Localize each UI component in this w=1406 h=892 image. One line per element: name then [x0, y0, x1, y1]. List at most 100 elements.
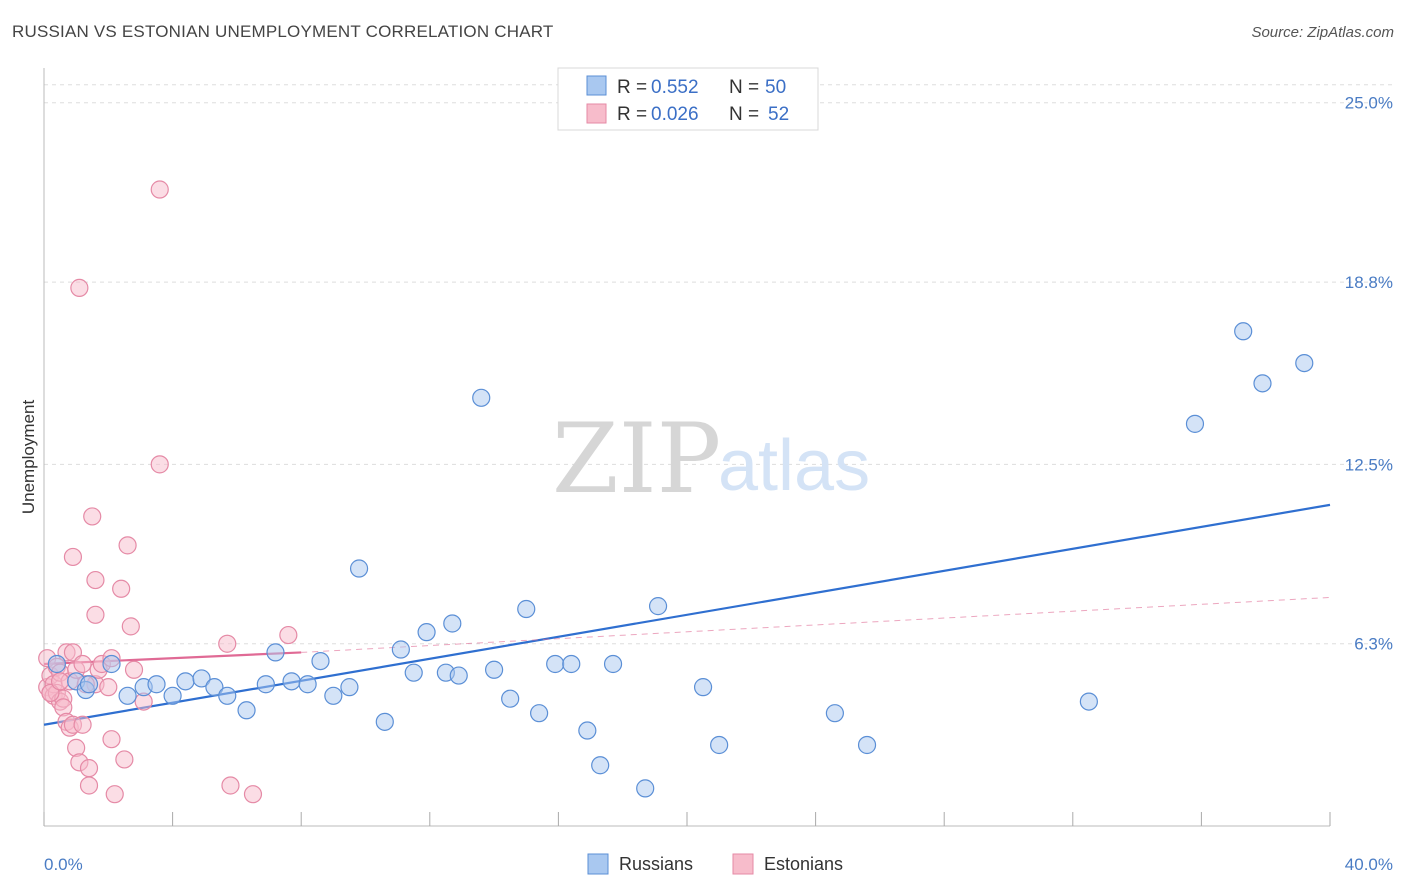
estonian-point-23 [73, 654, 92, 674]
russian-point-21 [349, 559, 369, 578]
data-points [38, 180, 1314, 804]
russians-trend-line [43, 503, 1331, 726]
estonian-point-36 [105, 785, 124, 804]
russian-point-5 [118, 686, 137, 705]
russian-point-13 [237, 701, 256, 720]
watermark: ZIP atlas [552, 403, 870, 515]
y-tick-label-2: 18.8% [1345, 273, 1393, 292]
bottom-legend-swatch-estonians [732, 853, 754, 875]
estonian-point-43 [150, 455, 169, 474]
russian-point-17 [298, 675, 317, 694]
x-tick-labels: 0.0% 40.0% [44, 855, 1393, 874]
russian-point-20 [340, 678, 359, 697]
y-tick-labels: 6.3% 12.5% 18.8% 25.0% [1345, 94, 1393, 654]
estonian-point-29 [86, 605, 105, 624]
bottom-legend-label-russians: Russians [619, 854, 693, 874]
russian-point-9 [176, 672, 195, 691]
russian-point-42 [693, 678, 713, 697]
russian-point-11 [205, 678, 224, 697]
russian-point-0 [47, 654, 66, 674]
legend-n-value-russians: 50 [765, 77, 786, 98]
legend-r-label-estonians: R = [617, 104, 647, 125]
estonian-point-22 [70, 278, 89, 297]
russian-point-30 [485, 660, 504, 679]
estonian-point-44 [150, 180, 169, 199]
russian-point-44 [857, 735, 877, 755]
chart-title: RUSSIAN VS ESTONIAN UNEMPLOYMENT CORRELA… [12, 22, 554, 41]
russian-point-38 [603, 654, 623, 674]
russian-point-33 [530, 704, 549, 723]
legend-n-label-russians: N = [729, 77, 759, 98]
legend-r-value-russians: 0.552 [651, 77, 699, 98]
russian-point-37 [591, 756, 610, 775]
legend-swatch-estonians [586, 103, 607, 124]
russian-point-23 [391, 640, 410, 659]
legend: R = 0.552 N = 50 R = 0.026 N = 52 [557, 67, 819, 131]
russian-point-27 [443, 614, 462, 633]
axes [43, 68, 1331, 827]
legend-r-label-russians: R = [617, 77, 647, 98]
estonian-point-33 [99, 678, 118, 697]
trend-lines [43, 503, 1331, 726]
russian-point-10 [192, 669, 211, 688]
russian-point-48 [1253, 374, 1272, 393]
russian-point-16 [282, 672, 301, 691]
bottom-legend-label-estonians: Estonians [764, 854, 843, 874]
estonian-point-26 [79, 776, 99, 795]
russian-point-39 [636, 779, 655, 798]
russian-point-41 [710, 735, 729, 755]
estonian-point-48 [279, 625, 298, 645]
x-tick-label-1: 40.0% [1345, 855, 1393, 874]
legend-swatch-russians [586, 75, 607, 96]
estonian-point-18 [63, 547, 83, 567]
legend-n-label-estonians: N = [729, 104, 759, 125]
estonian-point-41 [124, 660, 144, 679]
estonian-point-27 [83, 507, 102, 526]
russian-point-28 [449, 666, 468, 685]
russian-point-8 [163, 686, 182, 705]
watermark-zip: ZIP [552, 403, 721, 515]
russian-point-18 [311, 651, 330, 671]
russian-point-49 [1295, 353, 1314, 373]
x-tick-label-0: 0.0% [44, 855, 83, 874]
russian-point-15 [266, 643, 285, 662]
estonians-trend-extension [301, 596, 1331, 653]
russian-point-7 [147, 675, 166, 694]
estonian-point-46 [221, 776, 240, 795]
russian-point-36 [578, 721, 597, 740]
estonian-point-25 [79, 759, 99, 778]
y-axis-title: Unemployment [19, 400, 38, 515]
legend-n-value-estonians: 52 [768, 104, 789, 125]
estonian-point-37 [112, 579, 131, 598]
russian-point-3 [79, 675, 99, 694]
russian-point-40 [648, 597, 668, 616]
russian-point-47 [1234, 322, 1253, 341]
russian-point-24 [404, 663, 423, 682]
estonian-point-45 [218, 634, 237, 653]
russian-point-46 [1185, 414, 1205, 433]
estonian-point-28 [86, 570, 105, 590]
bottom-legend: Russians Estonians [587, 853, 843, 875]
bottom-legend-swatch-russians [587, 853, 609, 875]
russian-point-31 [501, 689, 520, 708]
russian-point-34 [546, 654, 565, 674]
russian-point-35 [562, 654, 581, 674]
russian-point-43 [825, 704, 844, 723]
russian-point-32 [517, 599, 536, 619]
russian-point-19 [324, 686, 343, 705]
watermark-atlas: atlas [718, 426, 870, 506]
y-tick-label-0: 6.3% [1354, 635, 1393, 654]
estonian-point-47 [243, 785, 263, 804]
russian-point-22 [375, 712, 394, 731]
russian-point-14 [256, 675, 275, 694]
estonian-point-38 [115, 750, 134, 769]
russian-point-12 [218, 686, 237, 705]
y-tick-label-1: 12.5% [1345, 455, 1393, 474]
estonian-point-24 [73, 715, 92, 734]
estonian-point-35 [102, 730, 121, 749]
grid-lines [44, 84, 1394, 645]
russian-point-4 [102, 654, 121, 674]
estonian-point-50 [50, 672, 70, 691]
legend-r-value-estonians: 0.026 [651, 104, 699, 125]
